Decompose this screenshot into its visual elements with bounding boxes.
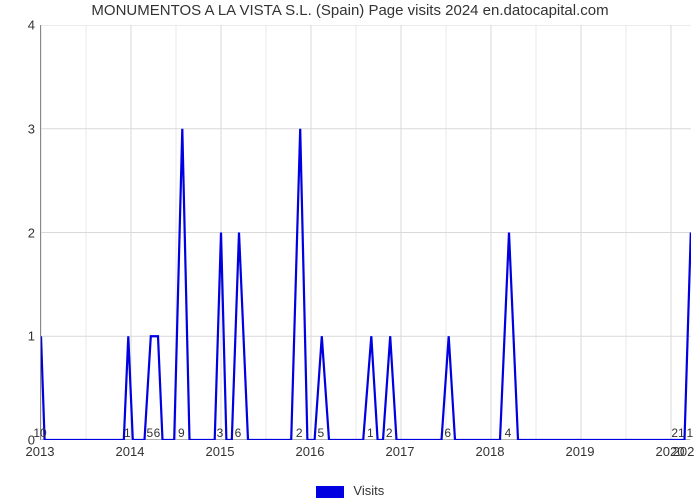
x-tick-label: 2018 [476,444,505,459]
point-label: 1 [367,426,374,440]
plot-area [40,25,690,440]
legend: Visits [0,483,700,498]
x-tick-label: 2019 [566,444,595,459]
x-tick-label: 2013 [26,444,55,459]
legend-label: Visits [353,483,384,498]
point-label: 6 [154,426,161,440]
chart-title: MONUMENTOS A LA VISTA S.L. (Spain) Page … [0,2,700,19]
point-label: 21 [671,426,684,440]
legend-swatch [316,486,344,498]
point-label: 1 [124,426,131,440]
y-tick-label: 2 [5,225,35,240]
x-tick-label: 2015 [206,444,235,459]
x-tick-label: 202 [673,444,695,459]
point-label: 5 [146,426,153,440]
point-label: 4 [505,426,512,440]
x-tick-label: 2016 [296,444,325,459]
point-label: 6 [444,426,451,440]
x-tick-label: 2014 [116,444,145,459]
y-tick-label: 3 [5,121,35,136]
x-tick-label: 2017 [386,444,415,459]
point-label: 9 [178,426,185,440]
y-tick-label: 4 [5,18,35,33]
point-label: 2 [296,426,303,440]
point-label: 6 [235,426,242,440]
data-line [41,25,691,440]
point-label: 2 [386,426,393,440]
y-tick-label: 1 [5,329,35,344]
point-label: 1 [686,426,693,440]
chart-container: MONUMENTOS A LA VISTA S.L. (Spain) Page … [0,0,700,500]
point-label: 5 [317,426,324,440]
point-label: 10 [33,426,46,440]
point-label: 3 [217,426,224,440]
